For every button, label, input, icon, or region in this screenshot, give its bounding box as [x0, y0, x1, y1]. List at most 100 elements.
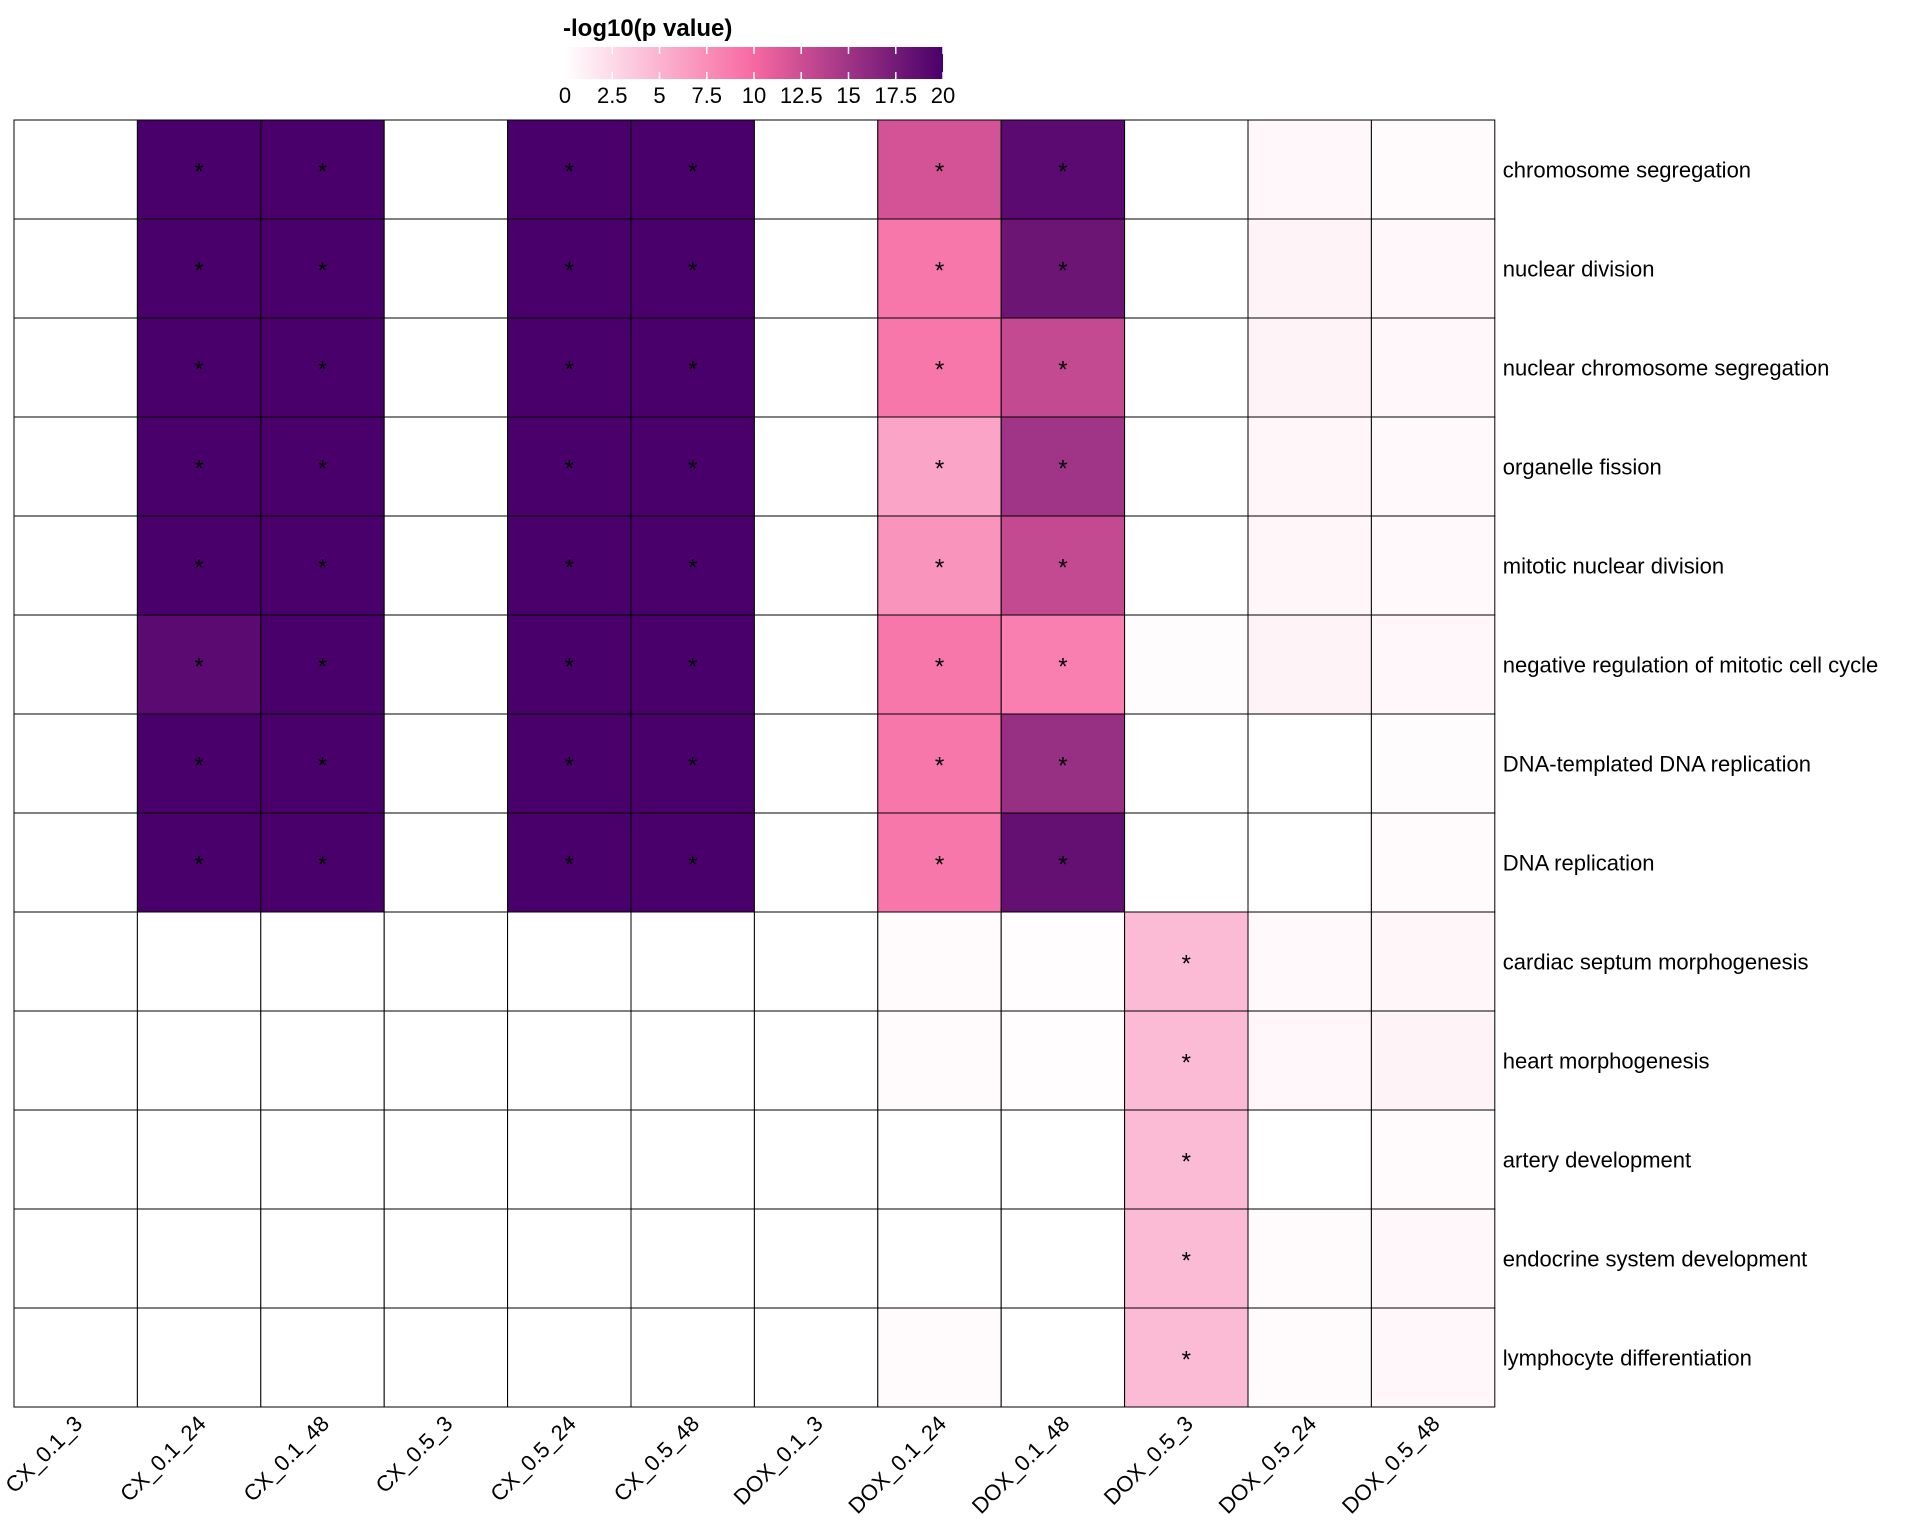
- heatmap-cell: [1370, 812, 1496, 913]
- column-label: DOX_0.1_48: [967, 1411, 1075, 1519]
- legend-tick-label: 0: [559, 83, 571, 108]
- heatmap-cell: [1000, 416, 1126, 517]
- heatmap-cell: [1370, 1109, 1496, 1210]
- heatmap-cell: [753, 1208, 879, 1309]
- heatmap-cell: [1370, 119, 1496, 220]
- heatmap-cell: [630, 218, 755, 319]
- row-label: nuclear chromosome segregation: [1503, 356, 1830, 381]
- heatmap-cell: [1370, 614, 1496, 715]
- heatmap-cell: [13, 119, 138, 220]
- significance-marker: *: [565, 258, 574, 285]
- legend-tick-label: 15: [836, 83, 860, 108]
- heatmap-cell: [260, 812, 385, 913]
- legend-tick-label: 17.5: [874, 83, 917, 108]
- heatmap-cell: [1000, 218, 1126, 319]
- significance-marker: *: [565, 852, 574, 879]
- significance-marker: *: [1182, 1248, 1191, 1275]
- column-label: DOX_0.5_24: [1214, 1411, 1322, 1519]
- significance-marker: *: [935, 852, 944, 879]
- heatmap-cell: [13, 1307, 138, 1408]
- row-label: mitotic nuclear division: [1503, 554, 1724, 579]
- heatmap-cell: [877, 911, 1002, 1012]
- heatmap-cell: [1247, 911, 1372, 1012]
- heatmap-cell: [1000, 812, 1126, 913]
- heatmap-cell: [1124, 317, 1249, 418]
- heatmap-cell: [1370, 317, 1496, 418]
- heatmap-cell: [1370, 1307, 1496, 1408]
- heatmap-cell: [1124, 713, 1249, 814]
- heatmap-cell: [260, 614, 385, 715]
- heatmap-cell: [877, 119, 1002, 220]
- significance-marker: *: [1058, 357, 1067, 384]
- column-label: DOX_0.5_3: [1099, 1411, 1198, 1510]
- column-label: CX_0.5_24: [485, 1411, 581, 1507]
- heatmap-cell: [136, 1208, 262, 1309]
- heatmap-cell: [260, 317, 385, 418]
- heatmap-cell: [1247, 1307, 1372, 1408]
- column-label: DOX_0.1_24: [843, 1411, 951, 1519]
- row-label: organelle fission: [1503, 455, 1662, 480]
- heatmap-cell: [383, 1010, 509, 1111]
- legend-tick-label: 7.5: [691, 83, 722, 108]
- significance-marker: *: [1058, 258, 1067, 285]
- significance-marker: *: [194, 852, 203, 879]
- heatmap-cell: [630, 119, 755, 220]
- heatmap-cell: [877, 416, 1002, 517]
- heatmap-cell: [877, 713, 1002, 814]
- heatmap-cell: [1247, 1208, 1372, 1309]
- heatmap-cell: [1370, 515, 1496, 616]
- heatmap-cell: [877, 614, 1002, 715]
- heatmap-cell: [507, 1307, 632, 1408]
- significance-marker: *: [565, 159, 574, 186]
- heatmap-cell: [383, 515, 509, 616]
- heatmap-cell: [877, 1307, 1002, 1408]
- column-label: CX_0.5_48: [609, 1411, 705, 1507]
- row-label: cardiac septum morphogenesis: [1503, 950, 1809, 975]
- heatmap-cell: [1247, 218, 1372, 319]
- heatmap-cell: [13, 416, 138, 517]
- heatmap-cell: [630, 1307, 755, 1408]
- heatmap-cell: [1247, 119, 1372, 220]
- significance-marker: *: [194, 159, 203, 186]
- heatmap-cell: [507, 1010, 632, 1111]
- heatmap-cell: [1000, 1208, 1126, 1309]
- heatmap-cell: [1124, 218, 1249, 319]
- heatmap-cell: [1124, 812, 1249, 913]
- heatmap-cell: [1370, 1010, 1496, 1111]
- significance-marker: *: [194, 753, 203, 780]
- significance-markers: * * * * * * * * * * * * * * * * * * * * * * * * * * * * * * * * * * * * * * * *…: [194, 159, 1191, 1374]
- heatmap-cell: [753, 119, 879, 220]
- heatmap-cell: [1000, 713, 1126, 814]
- heatmap-cell: [1000, 911, 1126, 1012]
- row-label: DNA replication: [1503, 851, 1655, 876]
- heatmap-cell: [1370, 416, 1496, 517]
- significance-marker: *: [565, 753, 574, 780]
- heatmap-cell: [136, 911, 262, 1012]
- column-labels: CX_0.1_3 CX_0.1_24 CX_0.1_48 CX_0.5_3 CX_0.5…: [0, 1411, 1444, 1519]
- heatmap-cell: [753, 614, 879, 715]
- significance-marker: *: [318, 654, 327, 681]
- column-label: DOX_0.5_48: [1337, 1411, 1445, 1519]
- heatmap-cell: [13, 515, 138, 616]
- significance-marker: *: [318, 456, 327, 483]
- heatmap-cell: [507, 218, 632, 319]
- significance-marker: *: [1182, 1050, 1191, 1077]
- significance-marker: *: [1058, 852, 1067, 879]
- row-label: nuclear division: [1503, 257, 1655, 282]
- row-label: heart morphogenesis: [1503, 1049, 1710, 1074]
- column-label: CX_0.1_48: [239, 1411, 335, 1507]
- heatmap-cell: [383, 1109, 509, 1210]
- row-label: DNA-templated DNA replication: [1503, 752, 1811, 777]
- heatmap-cell: [1247, 416, 1372, 517]
- significance-marker: *: [565, 654, 574, 681]
- heatmap-cell: [383, 614, 509, 715]
- heatmap-cell: [753, 713, 879, 814]
- heatmap-cell: [260, 416, 385, 517]
- significance-marker: *: [318, 159, 327, 186]
- color-legend: -log10(p value) 0 2.5 5 7.5 10 12.5 15 17.5 20: [559, 15, 955, 108]
- column-label: DOX_0.1_3: [729, 1411, 828, 1510]
- heatmap-cell: [383, 1307, 509, 1408]
- legend-tick-label: 10: [742, 83, 766, 108]
- heatmap-cell: [507, 911, 632, 1012]
- heatmap-cell: [507, 812, 632, 913]
